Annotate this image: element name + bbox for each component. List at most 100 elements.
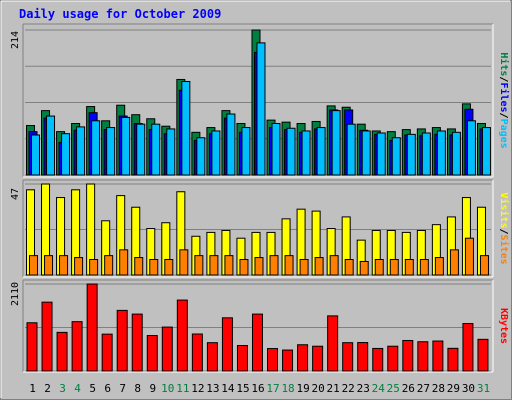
bar-sites-1 bbox=[29, 255, 38, 276]
legend-entry: Sites bbox=[498, 235, 510, 265]
panel-2: 47 Visits/Sites bbox=[10, 179, 510, 278]
x-tick-label: 9 bbox=[149, 382, 156, 395]
x-tick-label: 26 bbox=[402, 382, 415, 395]
bar-kbytes-18 bbox=[282, 349, 294, 372]
bar-sites-2 bbox=[44, 255, 54, 276]
bar-sites-28 bbox=[434, 257, 444, 276]
bar-sites-11 bbox=[179, 249, 189, 276]
bar-pages-23 bbox=[361, 130, 371, 176]
bar-kbytes-25 bbox=[387, 345, 399, 372]
x-tick-label: 28 bbox=[432, 382, 445, 395]
bar-kbytes-6 bbox=[101, 333, 113, 372]
bar-sites-5 bbox=[89, 259, 99, 276]
bar-sites-27 bbox=[419, 259, 429, 276]
bar-pages-7 bbox=[121, 116, 131, 176]
legend-entry: / bbox=[498, 76, 509, 82]
bar-kbytes-27 bbox=[417, 341, 429, 372]
bar-sites-24 bbox=[374, 259, 384, 276]
bar-sites-17 bbox=[269, 255, 279, 276]
y-max-label: 2110 bbox=[10, 282, 21, 306]
x-tick-label: 16 bbox=[251, 382, 264, 395]
x-tick-label: 4 bbox=[74, 382, 81, 395]
bar-kbytes-9 bbox=[146, 335, 158, 372]
bar-kbytes-8 bbox=[131, 313, 143, 372]
bar-pages-25 bbox=[391, 137, 401, 176]
bar-kbytes-19 bbox=[297, 344, 309, 372]
bar-kbytes-20 bbox=[312, 345, 324, 372]
legend-entry: KBytes bbox=[498, 308, 509, 344]
bar-pages-13 bbox=[211, 130, 221, 176]
chart-title: Daily usage for October 2009 bbox=[19, 7, 221, 21]
legend-entry: Files bbox=[498, 82, 510, 112]
bar-pages-5 bbox=[91, 120, 101, 176]
bar-sites-6 bbox=[104, 255, 114, 276]
x-tick-label: 18 bbox=[281, 382, 294, 395]
x-tick-label: 31 bbox=[477, 382, 490, 395]
x-tick-label: 19 bbox=[296, 382, 309, 395]
bar-sites-16 bbox=[254, 257, 264, 276]
bar-sites-4 bbox=[74, 257, 84, 276]
bar-kbytes-13 bbox=[206, 342, 218, 372]
bar-pages-31 bbox=[481, 127, 491, 176]
bar-sites-31 bbox=[479, 255, 489, 276]
x-tick-label: 21 bbox=[327, 382, 340, 395]
x-tick-label: 22 bbox=[342, 382, 355, 395]
bar-kbytes-1 bbox=[26, 322, 38, 372]
bar-pages-10 bbox=[166, 128, 176, 176]
bar-pages-20 bbox=[316, 127, 326, 176]
x-tick-label: 8 bbox=[134, 382, 141, 395]
bar-kbytes-26 bbox=[402, 339, 414, 372]
x-tick-label: 6 bbox=[104, 382, 111, 395]
bar-pages-17 bbox=[271, 123, 281, 176]
bar-pages-6 bbox=[106, 127, 116, 176]
bar-kbytes-4 bbox=[71, 321, 83, 372]
bar-kbytes-30 bbox=[462, 323, 474, 372]
bar-pages-15 bbox=[241, 127, 251, 176]
bar-kbytes-21 bbox=[327, 315, 339, 372]
bar-pages-4 bbox=[76, 126, 86, 176]
bar-pages-29 bbox=[451, 131, 461, 176]
x-tick-label: 12 bbox=[191, 382, 204, 395]
x-tick-label: 10 bbox=[161, 382, 174, 395]
bar-sites-8 bbox=[134, 257, 144, 276]
bar-kbytes-16 bbox=[251, 313, 263, 372]
side-legend: Hits/Files/Pages bbox=[498, 52, 510, 148]
y-max-label: 47 bbox=[10, 188, 21, 200]
legend-entry: Hits bbox=[498, 52, 510, 76]
x-tick-label: 15 bbox=[236, 382, 249, 395]
bar-sites-19 bbox=[299, 259, 309, 276]
legend-entry: / bbox=[498, 228, 509, 234]
bar-pages-9 bbox=[151, 123, 161, 176]
bar-pages-21 bbox=[331, 110, 341, 176]
x-tick-label: 11 bbox=[176, 382, 189, 395]
y-max-label: 214 bbox=[10, 31, 21, 49]
bar-pages-2 bbox=[46, 115, 56, 176]
bar-sites-10 bbox=[164, 259, 174, 276]
x-tick-label: 14 bbox=[221, 382, 235, 395]
bar-sites-22 bbox=[344, 259, 354, 276]
bar-pages-28 bbox=[436, 130, 446, 176]
bar-pages-1 bbox=[31, 134, 40, 176]
bar-sites-25 bbox=[389, 259, 399, 276]
panel-3: 2110 KBytes bbox=[10, 279, 509, 373]
bar-sites-29 bbox=[449, 249, 459, 276]
bar-kbytes-7 bbox=[116, 309, 128, 372]
bar-kbytes-10 bbox=[161, 326, 173, 372]
bar-pages-19 bbox=[301, 130, 311, 176]
legend-entry: Pages bbox=[498, 119, 509, 149]
x-tick-label: 29 bbox=[447, 382, 460, 395]
x-tick-label: 5 bbox=[89, 382, 96, 395]
bar-kbytes-24 bbox=[372, 347, 384, 372]
x-tick-label: 17 bbox=[266, 382, 279, 395]
bar-pages-3 bbox=[61, 133, 71, 176]
bar-sites-15 bbox=[239, 259, 249, 276]
bar-pages-12 bbox=[196, 137, 206, 176]
legend-entry: Visits bbox=[498, 192, 510, 228]
bar-sites-23 bbox=[359, 260, 369, 276]
bar-pages-14 bbox=[226, 113, 236, 176]
bar-sites-3 bbox=[59, 255, 69, 276]
legend-entry: / bbox=[498, 113, 509, 119]
bar-sites-9 bbox=[149, 259, 159, 276]
x-tick-label: 24 bbox=[372, 382, 386, 395]
